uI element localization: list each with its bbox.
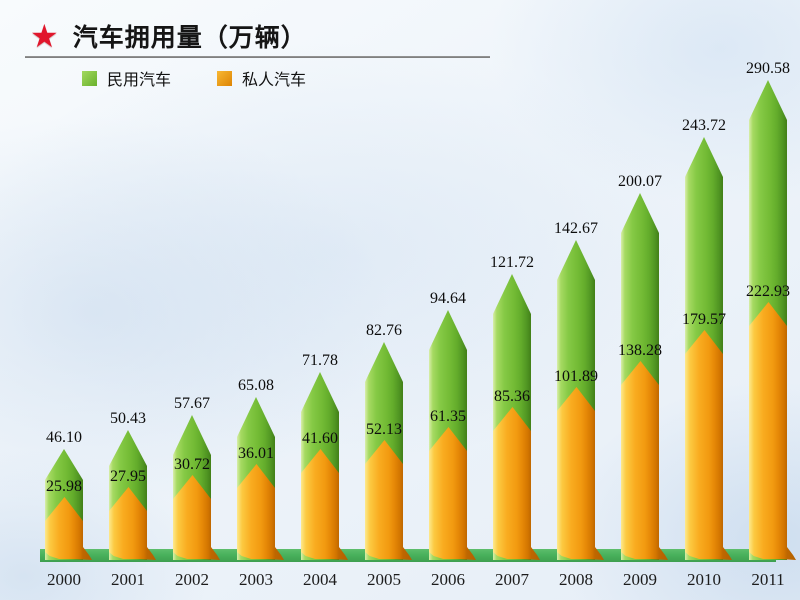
private-vehicles-bar [429,427,476,560]
category-label: 2009 [623,570,657,589]
category-label: 2005 [367,570,401,589]
private-vehicles-bar [301,449,348,560]
legend-item-private-vehicles: 私人汽车 [217,66,306,90]
private-series-label: 私人汽车 [242,72,307,89]
category-label: 2001 [111,570,145,589]
private-value-label: 27.95 [110,468,146,485]
page-title: 汽车拥用量（万辆） [72,24,307,52]
legend-item-civil-vehicles: 民用汽车 [82,66,171,90]
category-label: 2000 [47,570,81,589]
bar-group: 121.72 85.36 2007 [490,0,534,600]
category-label: 2008 [559,570,593,589]
category-label: 2011 [751,570,785,589]
private-value-label: 41.60 [302,430,338,447]
private-value-label: 30.72 [174,456,210,473]
civil-value-label: 142.67 [554,220,598,237]
private-vehicles-bar [685,330,732,560]
civil-value-label: 57.67 [174,395,210,412]
civil-value-label: 46.10 [46,429,82,446]
bar-group: 82.76 52.13 2005 [365,0,403,600]
category-label: 2010 [687,570,721,589]
civil-value-label: 243.72 [682,117,726,134]
private-value-label: 222.93 [746,283,790,300]
category-label: 2004 [303,570,337,589]
private-vehicles-bar [621,361,668,560]
civil-value-label: 82.76 [366,322,402,339]
private-value-label: 36.01 [238,445,274,462]
private-value-label: 101.89 [554,368,598,385]
civil-value-label: 290.58 [746,60,790,77]
category-label: 2003 [239,570,273,589]
private-vehicles-bar [557,387,604,560]
bar-group: 57.67 30.72 2002 [173,0,211,600]
bar-group: 94.64 61.35 2006 [429,0,467,600]
category-label: 2006 [431,570,465,589]
private-vehicles-bar [365,440,412,560]
bar-group: 46.10 25.98 2000 [45,0,83,600]
bar-group: 50.43 27.95 2001 [109,0,147,600]
bar-group: 142.67 101.89 2008 [554,0,598,600]
private-value-label: 85.36 [494,388,530,405]
legend: 民用汽车 私人汽车 [82,66,306,90]
private-value-label: 179.57 [682,311,726,328]
header: ★ 汽车拥用量（万辆） [30,18,307,54]
private-value-label: 25.98 [46,478,82,495]
private-vehicles-bar [749,302,796,560]
civil-value-label: 94.64 [430,290,466,307]
bar-group: 200.07 138.28 2009 [618,0,662,600]
civil-value-label: 50.43 [110,410,146,427]
bar-group: 290.58 222.93 2011 [746,0,790,600]
private-value-label: 52.13 [366,421,402,438]
star-icon: ★ [30,18,59,54]
civil-value-label: 200.07 [618,173,662,190]
private-series-swatch-icon [217,70,233,86]
civil-series-swatch-icon [82,70,97,86]
category-label: 2007 [495,570,529,589]
title-underline [25,56,490,58]
private-value-label: 61.35 [430,408,466,425]
bar-group: 65.08 36.01 2003 [237,0,275,600]
private-value-label: 138.28 [618,342,662,359]
civil-value-label: 121.72 [490,254,534,271]
bar-group: 243.72 179.57 2010 [682,0,726,600]
civil-value-label: 65.08 [238,377,274,394]
category-label: 2002 [175,570,209,589]
private-vehicles-bar [493,407,540,560]
civil-series-label: 民用汽车 [107,72,172,89]
civil-value-label: 71.78 [302,352,338,369]
bar-group: 71.78 41.60 2004 [301,0,339,600]
